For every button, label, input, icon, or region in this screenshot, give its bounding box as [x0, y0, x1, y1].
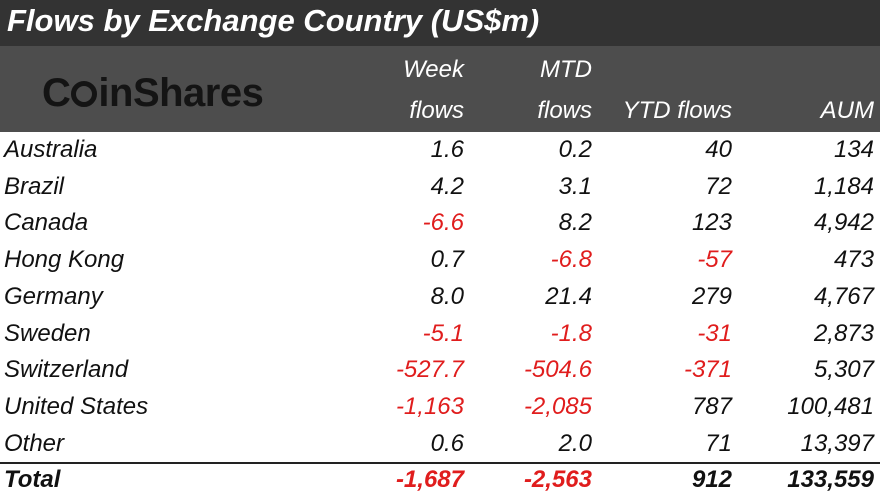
mtd-value: -504.6: [523, 356, 592, 384]
week-value: -6.6: [422, 209, 464, 237]
aum-value: 5,307: [813, 356, 874, 384]
table-row: Hong Kong 0.7 -6.8 -57 473: [0, 242, 880, 278]
col-header-mtd-line1: MTD: [540, 56, 592, 83]
total-ytd-flows: 912: [691, 466, 732, 493]
ytd-value: 71: [705, 429, 732, 457]
country-name: Sweden: [4, 319, 91, 347]
mtd-value: -2,085: [523, 392, 592, 420]
ytd-value: 40: [705, 136, 732, 163]
aum-value: 100,481: [787, 392, 874, 420]
week-value: -527.7: [395, 356, 464, 384]
table-row: Brazil 4.2 3.1 72 1,184: [0, 169, 880, 205]
country-name: Canada: [4, 209, 89, 237]
table-row: Canada -6.6 8.2 123 4,942: [0, 205, 880, 241]
ytd-value: 279: [691, 282, 732, 310]
mtd-value: 3.1: [558, 172, 592, 200]
col-header-week-line1: Week: [403, 56, 464, 83]
week-value: 1.6: [430, 136, 464, 163]
week-value: -1,163: [395, 392, 464, 420]
ytd-value: 72: [705, 172, 732, 200]
total-divider: [0, 462, 880, 464]
country-name: Australia: [4, 136, 98, 163]
col-header-aum: AUM: [820, 97, 874, 124]
aum-value: 2,873: [813, 319, 874, 347]
mtd-value: 21.4: [545, 282, 592, 310]
col-header-week-line2: flows: [409, 97, 464, 124]
week-value: 0.6: [430, 429, 464, 457]
week-value: 4.2: [430, 172, 464, 200]
table-row: Australia 1.6 0.2 40 134: [0, 132, 880, 168]
aum-value: 4,942: [813, 209, 874, 237]
total-week-flows: -1,687: [395, 466, 464, 493]
mtd-value: 8.2: [558, 209, 592, 237]
country-name: Germany: [4, 282, 103, 310]
ytd-value: -57: [697, 246, 732, 274]
total-label: Total: [4, 466, 61, 493]
mtd-value: 0.2: [558, 136, 592, 163]
mtd-value: 2.0: [558, 429, 592, 457]
country-name: United States: [4, 392, 149, 420]
week-value: 8.0: [430, 282, 464, 310]
chart-title: Flows by Exchange Country (US$m): [7, 3, 540, 38]
logo-o-ring-icon: [71, 81, 98, 107]
table-row: Other 0.6 2.0 71 13,397: [0, 426, 880, 462]
col-header-mtd-line2: flows: [537, 97, 592, 124]
aum-value: 4,767: [813, 282, 874, 310]
title-bar: Flows by Exchange Country (US$m): [0, 0, 880, 46]
ytd-value: 123: [691, 209, 732, 237]
aum-value: 473: [833, 246, 874, 274]
aum-value: 1,184: [813, 172, 874, 200]
total-row: Total -1,687 -2,563 912 133,559: [0, 463, 880, 495]
mtd-value: -6.8: [550, 246, 592, 274]
ytd-value: -31: [697, 319, 732, 347]
aum-value: 134: [833, 136, 874, 163]
table-row: Sweden -5.1 -1.8 -31 2,873: [0, 316, 880, 352]
country-name: Switzerland: [4, 356, 129, 384]
country-name: Other: [4, 429, 65, 457]
country-name: Brazil: [4, 172, 65, 200]
col-header-ytd: YTD flows: [622, 97, 732, 124]
aum-value: 13,397: [800, 429, 874, 457]
total-aum: 133,559: [787, 466, 874, 493]
week-value: -5.1: [422, 319, 464, 347]
table-row: Germany 8.0 21.4 279 4,767: [0, 279, 880, 315]
table-row: United States -1,163 -2,085 787 100,481: [0, 389, 880, 425]
country-name: Hong Kong: [4, 246, 125, 274]
week-value: 0.7: [430, 246, 464, 274]
ytd-value: 787: [691, 392, 732, 420]
table-row: Switzerland -527.7 -504.6 -371 5,307: [0, 352, 880, 388]
ytd-value: -371: [683, 356, 732, 384]
mtd-value: -1.8: [550, 319, 592, 347]
total-mtd-flows: -2,563: [523, 466, 592, 493]
